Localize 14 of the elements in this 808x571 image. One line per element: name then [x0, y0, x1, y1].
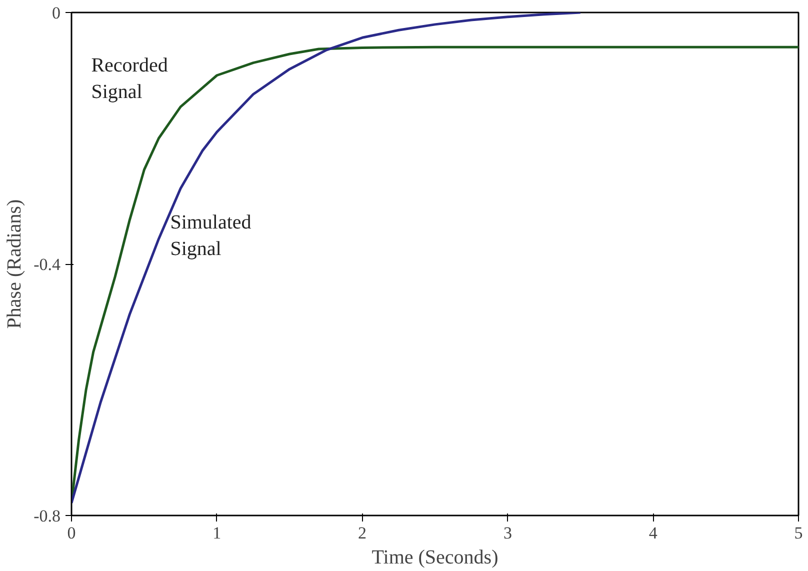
x-tick-label: 0 [67, 524, 76, 542]
x-tick-label: 5 [794, 524, 803, 542]
x-tick-label: 3 [503, 524, 512, 542]
y-tick-label: -0.4 [34, 255, 61, 274]
y-axis-title: Phase (Radians) [4, 199, 26, 329]
x-axis-title: Time (Seconds) [372, 546, 498, 568]
series-label: Simulated Signal [170, 212, 252, 260]
y-tick-label: 0 [52, 4, 60, 22]
series-label: Recorded Signal [91, 54, 168, 104]
line-series [72, 12, 582, 504]
y-tick-label: -0.8 [34, 506, 61, 526]
x-tick-label: 4 [648, 524, 658, 542]
x-tick-label: 2 [358, 524, 367, 542]
x-tick-label: 1 [212, 524, 222, 542]
